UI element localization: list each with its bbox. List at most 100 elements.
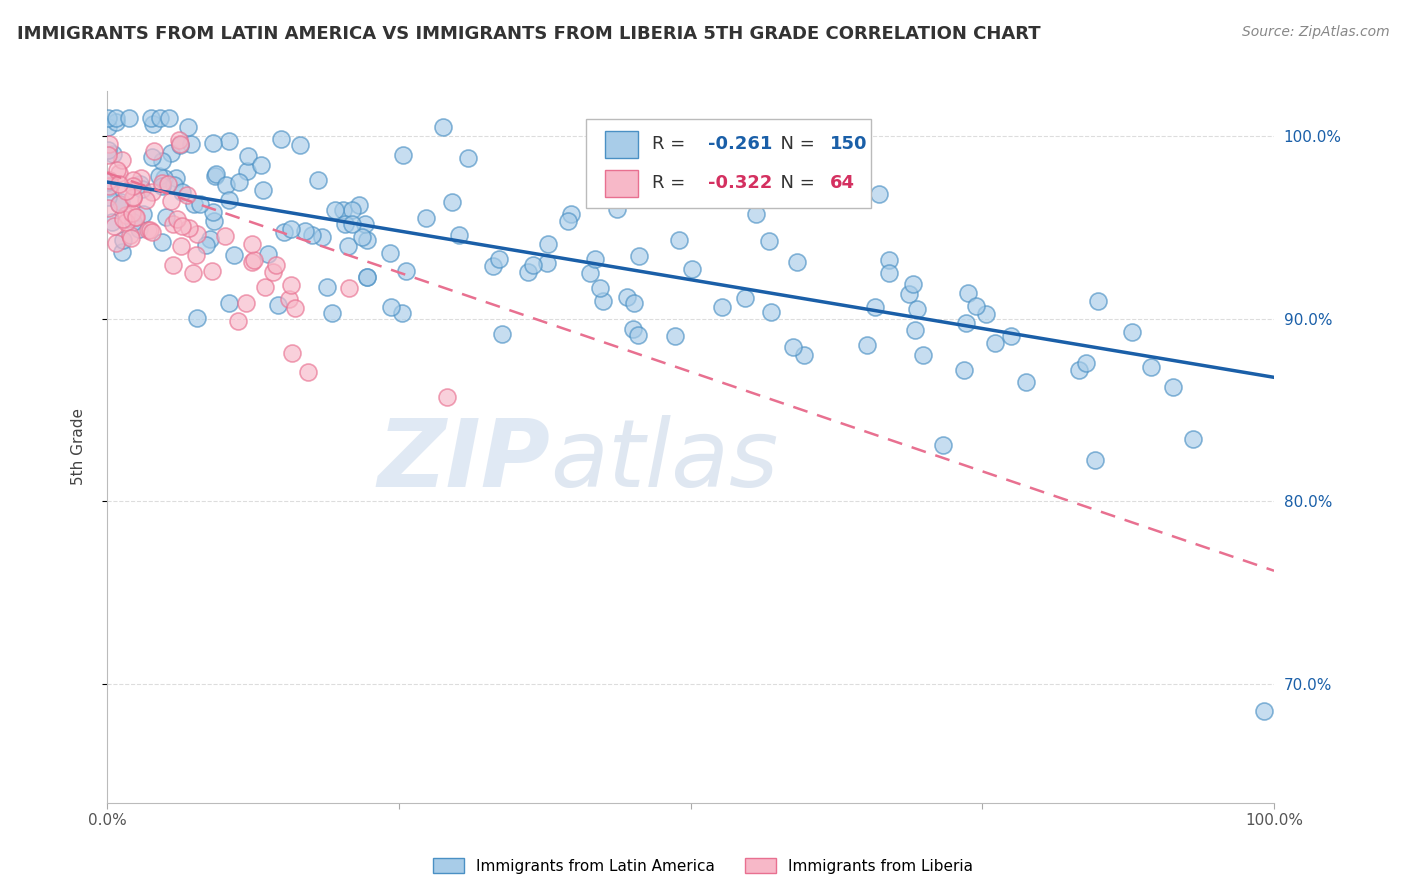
- Point: [112, 212, 135, 227]
- Point: [1161, 379, 1184, 393]
- Point: [105, 112, 128, 126]
- Point: [128, 177, 150, 191]
- Point: [97, 201, 120, 215]
- Point: [356, 269, 378, 284]
- Point: [904, 322, 927, 336]
- Point: [1000, 328, 1022, 343]
- Point: [340, 203, 363, 218]
- Point: [711, 300, 734, 314]
- Point: [280, 221, 302, 235]
- Point: [122, 173, 145, 187]
- Point: [159, 194, 181, 208]
- Point: [124, 211, 146, 225]
- Point: [243, 253, 266, 268]
- Point: [142, 145, 165, 159]
- Point: [170, 219, 193, 234]
- Point: [139, 223, 162, 237]
- Point: [97, 181, 120, 195]
- Point: [516, 265, 538, 279]
- Point: [180, 136, 202, 151]
- Point: [280, 278, 302, 293]
- Point: [201, 264, 224, 278]
- Point: [169, 137, 191, 152]
- Point: [1015, 375, 1038, 389]
- Point: [108, 166, 131, 180]
- Point: [167, 133, 190, 147]
- Point: [621, 322, 644, 336]
- Point: [905, 301, 928, 316]
- Point: [222, 248, 245, 262]
- Point: [97, 173, 120, 187]
- Point: [240, 254, 263, 268]
- Point: [135, 193, 157, 207]
- Point: [121, 206, 143, 220]
- Point: [155, 210, 177, 224]
- FancyBboxPatch shape: [585, 120, 872, 208]
- Text: ZIP: ZIP: [378, 415, 551, 507]
- Point: [97, 120, 120, 135]
- Point: [108, 196, 131, 211]
- Point: [97, 144, 120, 158]
- Point: [186, 247, 208, 261]
- Point: [108, 197, 131, 211]
- Point: [759, 305, 782, 319]
- Point: [273, 225, 295, 239]
- Point: [177, 221, 200, 235]
- Y-axis label: 5th Grade: 5th Grade: [72, 409, 86, 485]
- Point: [1069, 362, 1091, 376]
- Text: R =: R =: [652, 136, 692, 153]
- Point: [356, 270, 378, 285]
- Point: [194, 237, 217, 252]
- Point: [481, 259, 503, 273]
- Point: [337, 238, 360, 252]
- Point: [141, 150, 163, 164]
- Point: [333, 218, 356, 232]
- Point: [236, 164, 259, 178]
- Point: [1140, 360, 1163, 375]
- Text: IMMIGRANTS FROM LATIN AMERICA VS IMMIGRANTS FROM LIBERIA 5TH GRADE CORRELATION C: IMMIGRANTS FROM LATIN AMERICA VS IMMIGRA…: [17, 25, 1040, 43]
- Point: [627, 328, 650, 343]
- Point: [297, 365, 319, 379]
- Point: [879, 266, 901, 280]
- Point: [176, 188, 198, 202]
- Point: [415, 211, 437, 226]
- FancyBboxPatch shape: [606, 130, 638, 158]
- Text: 150: 150: [830, 136, 868, 153]
- Point: [974, 307, 997, 321]
- Point: [148, 169, 170, 183]
- Point: [218, 134, 240, 148]
- Point: [623, 295, 645, 310]
- FancyBboxPatch shape: [606, 169, 638, 197]
- Point: [793, 348, 815, 362]
- Point: [169, 136, 191, 151]
- Point: [262, 265, 284, 279]
- Point: [111, 245, 134, 260]
- Point: [214, 178, 236, 192]
- Point: [856, 337, 879, 351]
- Point: [101, 215, 124, 229]
- Point: [205, 167, 228, 181]
- Point: [150, 154, 173, 169]
- Point: [115, 184, 138, 198]
- Point: [156, 177, 179, 191]
- Point: [149, 112, 172, 126]
- Point: [903, 277, 925, 292]
- Point: [129, 170, 152, 185]
- Point: [782, 340, 804, 354]
- Text: N =: N =: [769, 136, 820, 153]
- Point: [166, 212, 188, 227]
- Point: [141, 185, 163, 199]
- Text: -0.322: -0.322: [709, 174, 772, 193]
- Point: [177, 120, 200, 135]
- Point: [120, 230, 142, 244]
- Point: [349, 198, 371, 212]
- Point: [353, 217, 375, 231]
- Point: [142, 117, 165, 131]
- Point: [392, 148, 415, 162]
- Point: [877, 252, 900, 267]
- Point: [983, 335, 1005, 350]
- Point: [162, 258, 184, 272]
- Point: [337, 280, 360, 294]
- Point: [965, 299, 987, 313]
- Point: [627, 249, 650, 263]
